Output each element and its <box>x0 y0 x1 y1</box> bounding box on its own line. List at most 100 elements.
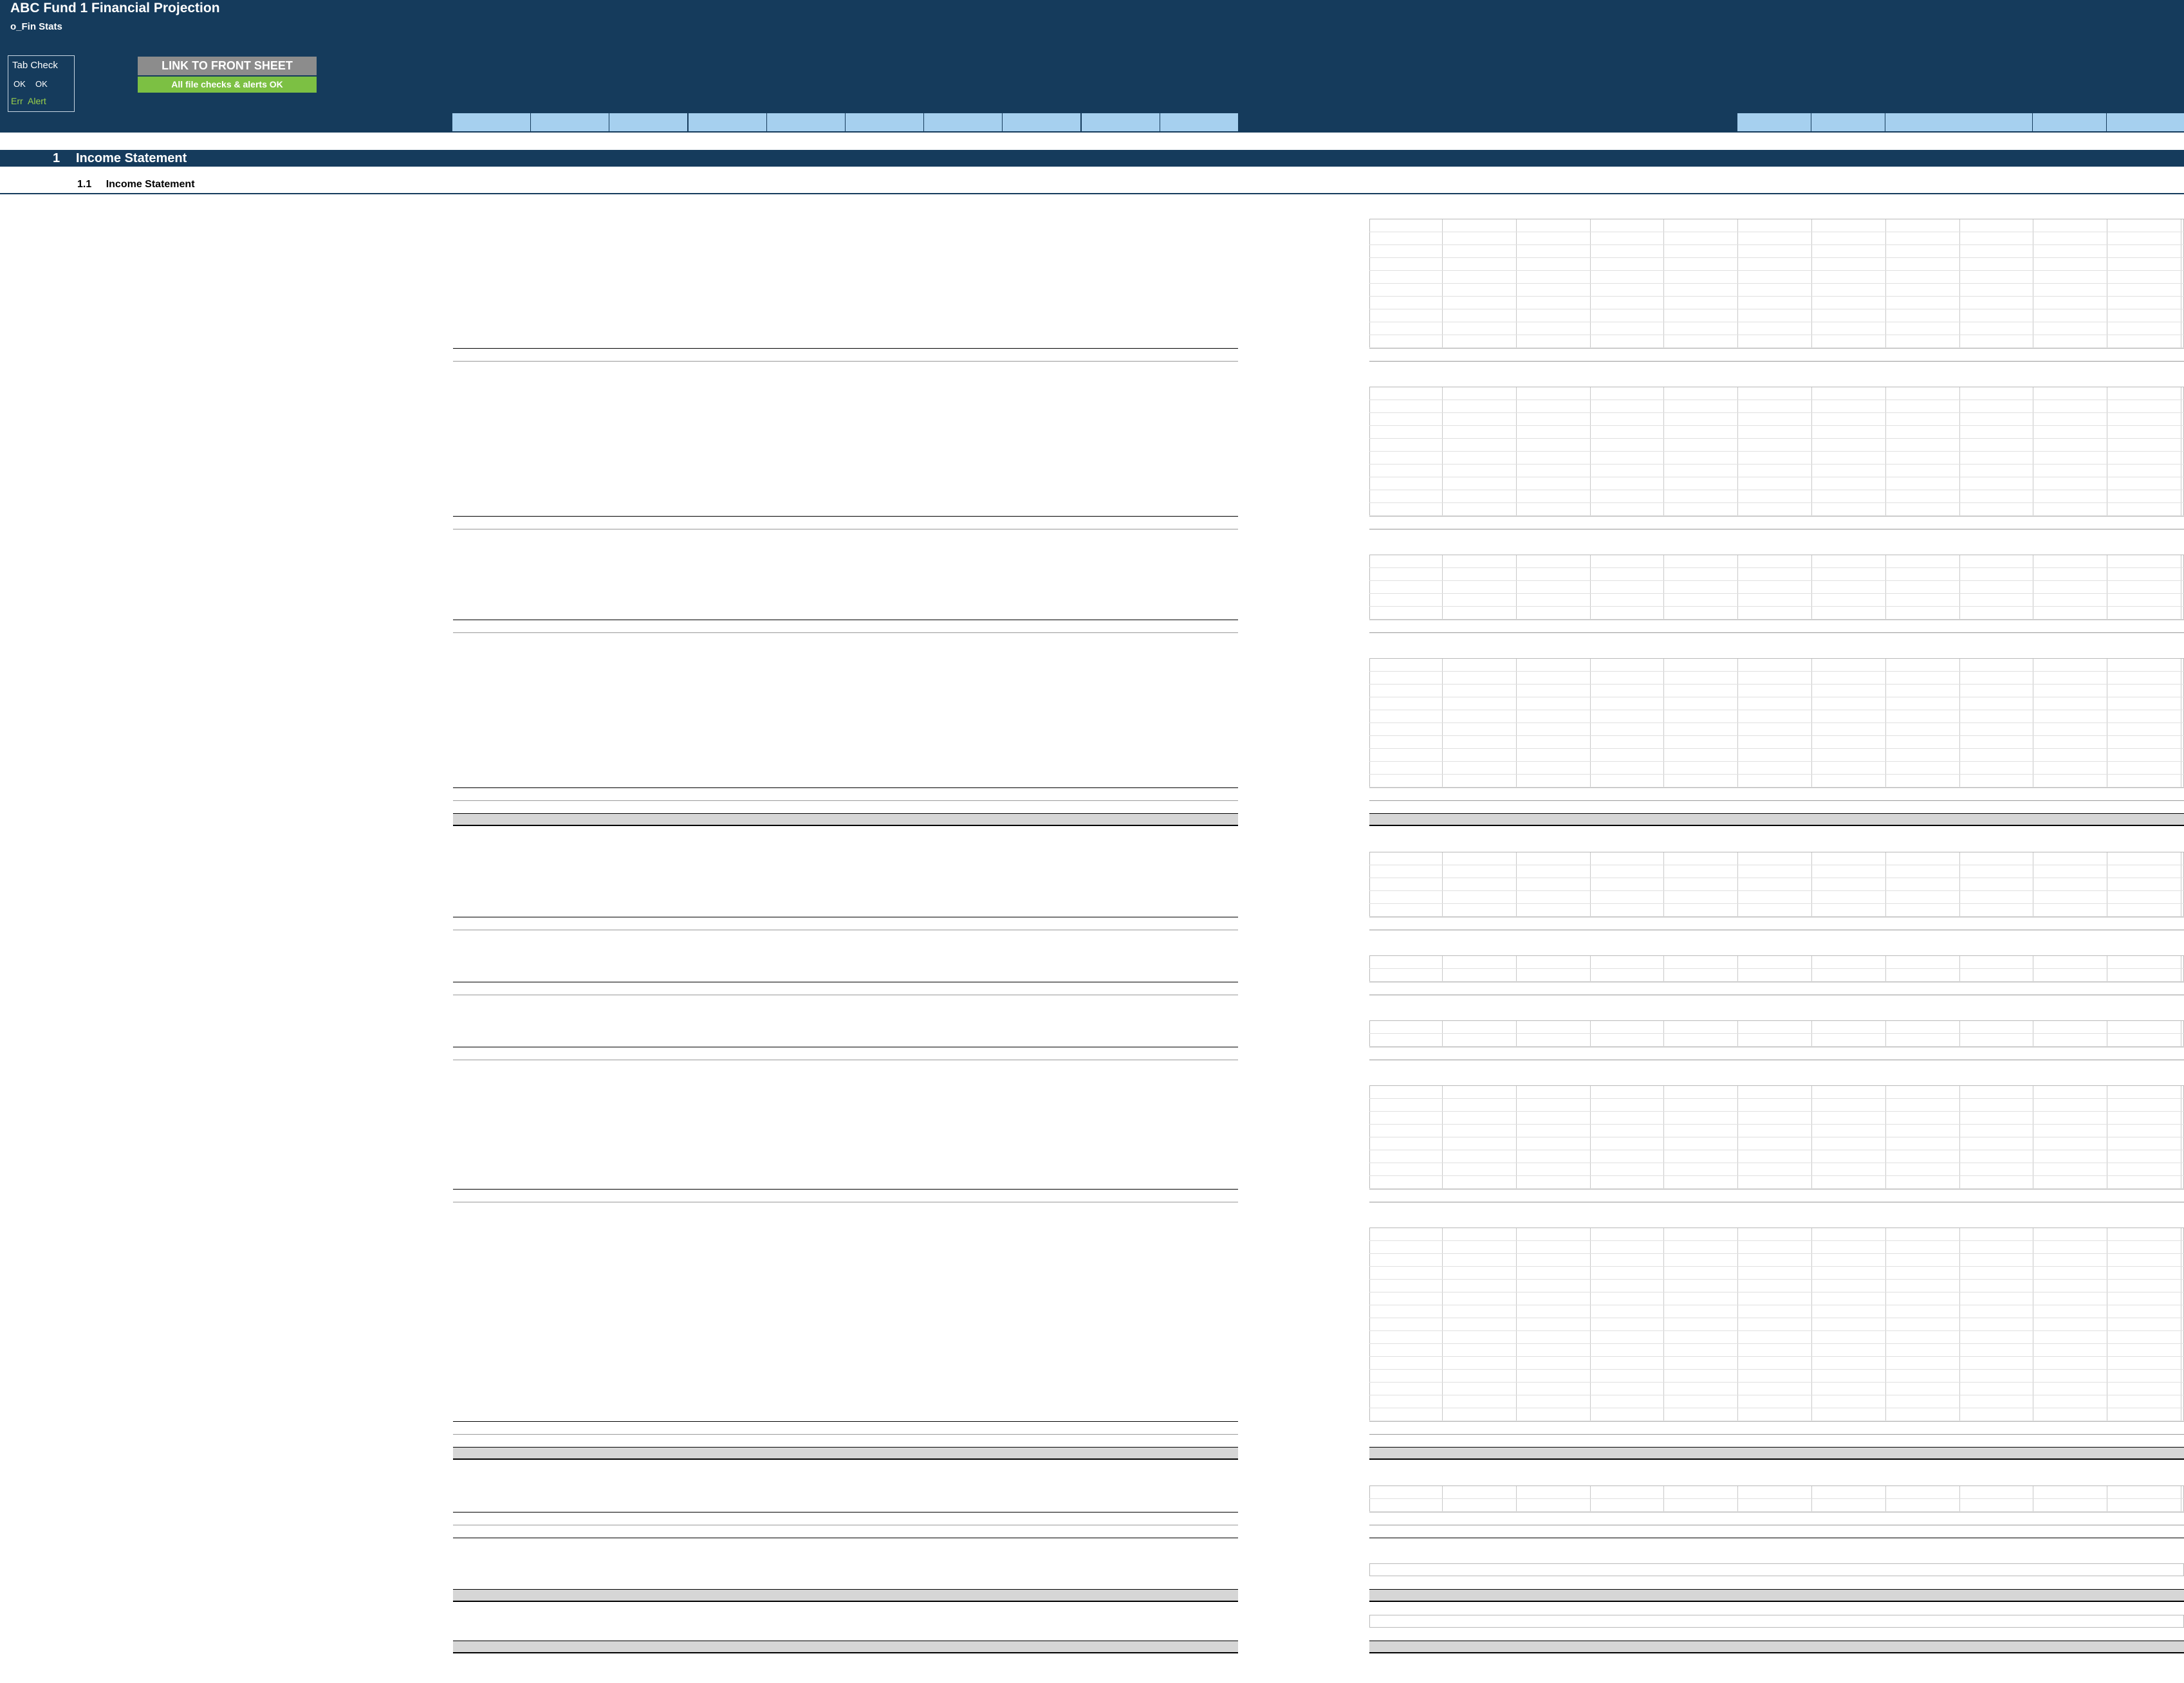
monthly-grid-divider <box>1442 659 1443 787</box>
total-underline <box>453 800 1238 801</box>
monthly-grid-divider <box>1663 659 1665 787</box>
monthly-grid-divider <box>1885 1486 1886 1512</box>
monthly-status-cell <box>2107 113 2180 131</box>
annual-status-cell <box>609 113 688 131</box>
monthly-grid-row-line <box>1369 1124 2184 1125</box>
monthly-grid-divider <box>1959 1228 1960 1421</box>
monthly-grid-row-line <box>1369 1382 2184 1383</box>
monthly-grid-row-line <box>1369 244 2184 245</box>
annual-status-cell <box>688 113 766 131</box>
monthly-grid-divider <box>1589 956 1591 982</box>
monthly-grid-row-line <box>1369 968 2184 969</box>
monthly-grid-row-line <box>1369 671 2184 672</box>
monthly-grid-divider <box>1589 1086 1591 1189</box>
monthly-grid-row-line <box>1369 890 2184 891</box>
sheet-title: ABC Fund 1 Financial Projection <box>10 1 220 15</box>
monthly-grid-divider <box>1442 1228 1443 1421</box>
total-separator <box>453 348 1238 349</box>
monthly-grid-divider <box>1885 1021 1886 1047</box>
annual-status-cell <box>924 113 1003 131</box>
monthly-grid-row-line <box>1369 1330 2184 1331</box>
tab-check-panel: Tab Check OK OK Err Alert <box>8 55 75 112</box>
annual-status-cell <box>766 113 845 131</box>
monthly-grid-row-line <box>1369 1266 2184 1267</box>
monthly-grid-divider <box>1515 956 1517 982</box>
monthly-grid-row-line <box>1369 1343 2184 1344</box>
monthly-grid-divider <box>1442 956 1443 982</box>
monthly-grid-row-line <box>1369 606 2184 607</box>
total-separator <box>453 1189 1238 1190</box>
monthly-grid-row-line <box>1369 1369 2184 1370</box>
monthly-grid-divider <box>1959 1021 1960 1047</box>
monthly-grid-row-line <box>1369 593 2184 594</box>
tab-check-alert: Alert <box>28 96 46 106</box>
monthly-grid-box <box>1369 955 2184 982</box>
monthly-grid-divider <box>1885 219 1886 348</box>
monthly-grid-divider <box>1589 555 1591 620</box>
annual-status-cell <box>846 113 923 131</box>
monthly-grid-row-line <box>1369 774 2184 775</box>
sheet-header: ABC Fund 1 Financial Projection o_Fin St… <box>0 0 2184 133</box>
monthly-grid-divider <box>1811 1228 1812 1421</box>
monthly-status-cell <box>1885 113 1959 131</box>
single-row-box <box>1369 1563 2184 1576</box>
monthly-grid-row-line <box>1369 567 2184 568</box>
grand-total-shade <box>453 1447 1238 1460</box>
monthly-grid-row-line <box>1369 296 2184 297</box>
link-front-sheet-button[interactable]: LINK TO FRONT SHEET <box>138 57 317 75</box>
monthly-grid-divider <box>1515 1486 1517 1512</box>
monthly-grid-box <box>1369 1485 2184 1513</box>
monthly-grid-divider <box>1959 852 1960 917</box>
monthly-grid-row-line <box>1369 1240 2184 1241</box>
monthly-grid-divider <box>1663 555 1665 620</box>
total-underline <box>453 632 1238 633</box>
monthly-grid-row-line <box>1369 502 2184 503</box>
monthly-grid-row-line <box>1369 722 2184 723</box>
single-row-box <box>1369 1615 2184 1628</box>
monthly-grid-divider <box>1737 555 1739 620</box>
monthly-grid-box <box>1369 387 2184 517</box>
monthly-status-cell <box>1811 113 1885 131</box>
sheet-subtitle: o_Fin Stats <box>10 21 62 32</box>
monthly-grid-row-line <box>1369 347 2184 348</box>
monthly-grid-divider <box>1589 1021 1591 1047</box>
monthly-grid-divider <box>1885 852 1886 917</box>
tab-check-ok-2: OK <box>35 79 48 89</box>
monthly-grid-divider <box>1663 219 1665 348</box>
monthly-grid-divider <box>1737 387 1739 516</box>
monthly-grid-row-line <box>1369 1498 2184 1499</box>
monthly-grid-divider <box>1442 555 1443 620</box>
monthly-grid-divider <box>1663 852 1665 917</box>
monthly-grid-divider <box>1737 1021 1739 1047</box>
monthly-grid-box <box>1369 219 2184 349</box>
subsection-header: 1.1 Income Statement <box>77 179 195 190</box>
monthly-grid-divider <box>1515 852 1517 917</box>
monthly-grid-divider <box>1589 852 1591 917</box>
monthly-grid-row-line <box>1369 981 2184 982</box>
monthly-grid-row-line <box>1369 1279 2184 1280</box>
monthly-grid-divider <box>1737 659 1739 787</box>
monthly-grid-box <box>1369 852 2184 917</box>
section-header: 1 Income Statement <box>0 150 2184 167</box>
monthly-grid-row-line <box>1369 684 2184 685</box>
monthly-grid-divider <box>1737 1228 1739 1421</box>
total-underline <box>1369 361 2184 362</box>
monthly-status-cell <box>2033 113 2107 131</box>
monthly-grid-divider <box>1885 387 1886 516</box>
annual-status-cell <box>452 113 530 131</box>
monthly-grid-divider <box>1663 1486 1665 1512</box>
monthly-grid-divider <box>1737 219 1739 348</box>
monthly-grid-divider <box>1515 659 1517 787</box>
monthly-grid-divider <box>1515 387 1517 516</box>
monthly-grid-divider <box>1737 956 1739 982</box>
monthly-grid-row-line <box>1369 1111 2184 1112</box>
monthly-grid-row-line <box>1369 903 2184 904</box>
monthly-grid-divider <box>1885 555 1886 620</box>
monthly-grid-divider <box>1885 956 1886 982</box>
section-number: 1 <box>53 151 60 165</box>
monthly-grid-box <box>1369 555 2184 620</box>
monthly-grid-divider <box>1811 555 1812 620</box>
grand-total-shade <box>453 1641 1238 1653</box>
monthly-grid-box <box>1369 658 2184 788</box>
